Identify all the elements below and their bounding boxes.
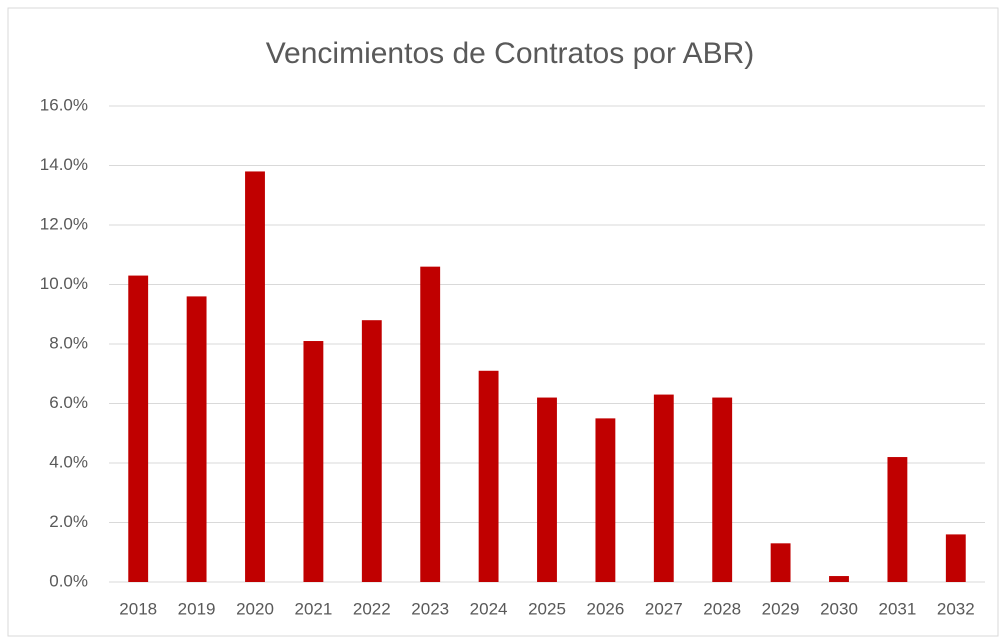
bar — [478, 370, 499, 582]
x-tick-label: 2019 — [178, 599, 216, 618]
x-tick-label: 2023 — [411, 599, 449, 618]
y-tick-label: 6.0% — [49, 393, 88, 412]
y-tick-label: 8.0% — [49, 333, 88, 352]
bar — [945, 534, 966, 582]
y-tick-label: 2.0% — [49, 512, 88, 531]
bar — [712, 397, 733, 582]
bar — [420, 266, 441, 582]
x-tick-label: 2024 — [470, 599, 508, 618]
bar — [595, 418, 616, 582]
x-tick-label: 2020 — [236, 599, 274, 618]
x-tick-label: 2029 — [762, 599, 800, 618]
x-tick-label: 2025 — [528, 599, 566, 618]
x-tick-label: 2027 — [645, 599, 683, 618]
bar — [361, 320, 382, 582]
y-tick-label: 16.0% — [40, 95, 88, 114]
x-tick-label: 2031 — [878, 599, 916, 618]
chart-frame — [7, 7, 999, 637]
bar — [303, 341, 324, 582]
x-tick-label: 2026 — [586, 599, 624, 618]
bar — [128, 275, 149, 582]
y-tick-label: 4.0% — [49, 452, 88, 471]
y-tick-label: 12.0% — [40, 214, 88, 233]
bar — [245, 171, 265, 582]
y-tick-label: 14.0% — [40, 155, 88, 174]
x-tick-label: 2032 — [937, 599, 975, 618]
bar — [887, 457, 908, 582]
x-tick-label: 2021 — [294, 599, 332, 618]
x-tick-label: 2028 — [703, 599, 741, 618]
x-tick-label: 2022 — [353, 599, 391, 618]
chart-title: Vencimientos de Contratos por ABR) — [266, 37, 755, 70]
bar — [537, 397, 557, 582]
y-tick-label: 10.0% — [40, 274, 88, 293]
bar — [770, 543, 791, 582]
bar — [829, 576, 849, 582]
bar — [186, 296, 207, 582]
x-tick-label: 2018 — [119, 599, 157, 618]
y-tick-label: 0.0% — [49, 571, 88, 590]
bar — [653, 394, 674, 582]
x-tick-label: 2030 — [820, 599, 858, 618]
